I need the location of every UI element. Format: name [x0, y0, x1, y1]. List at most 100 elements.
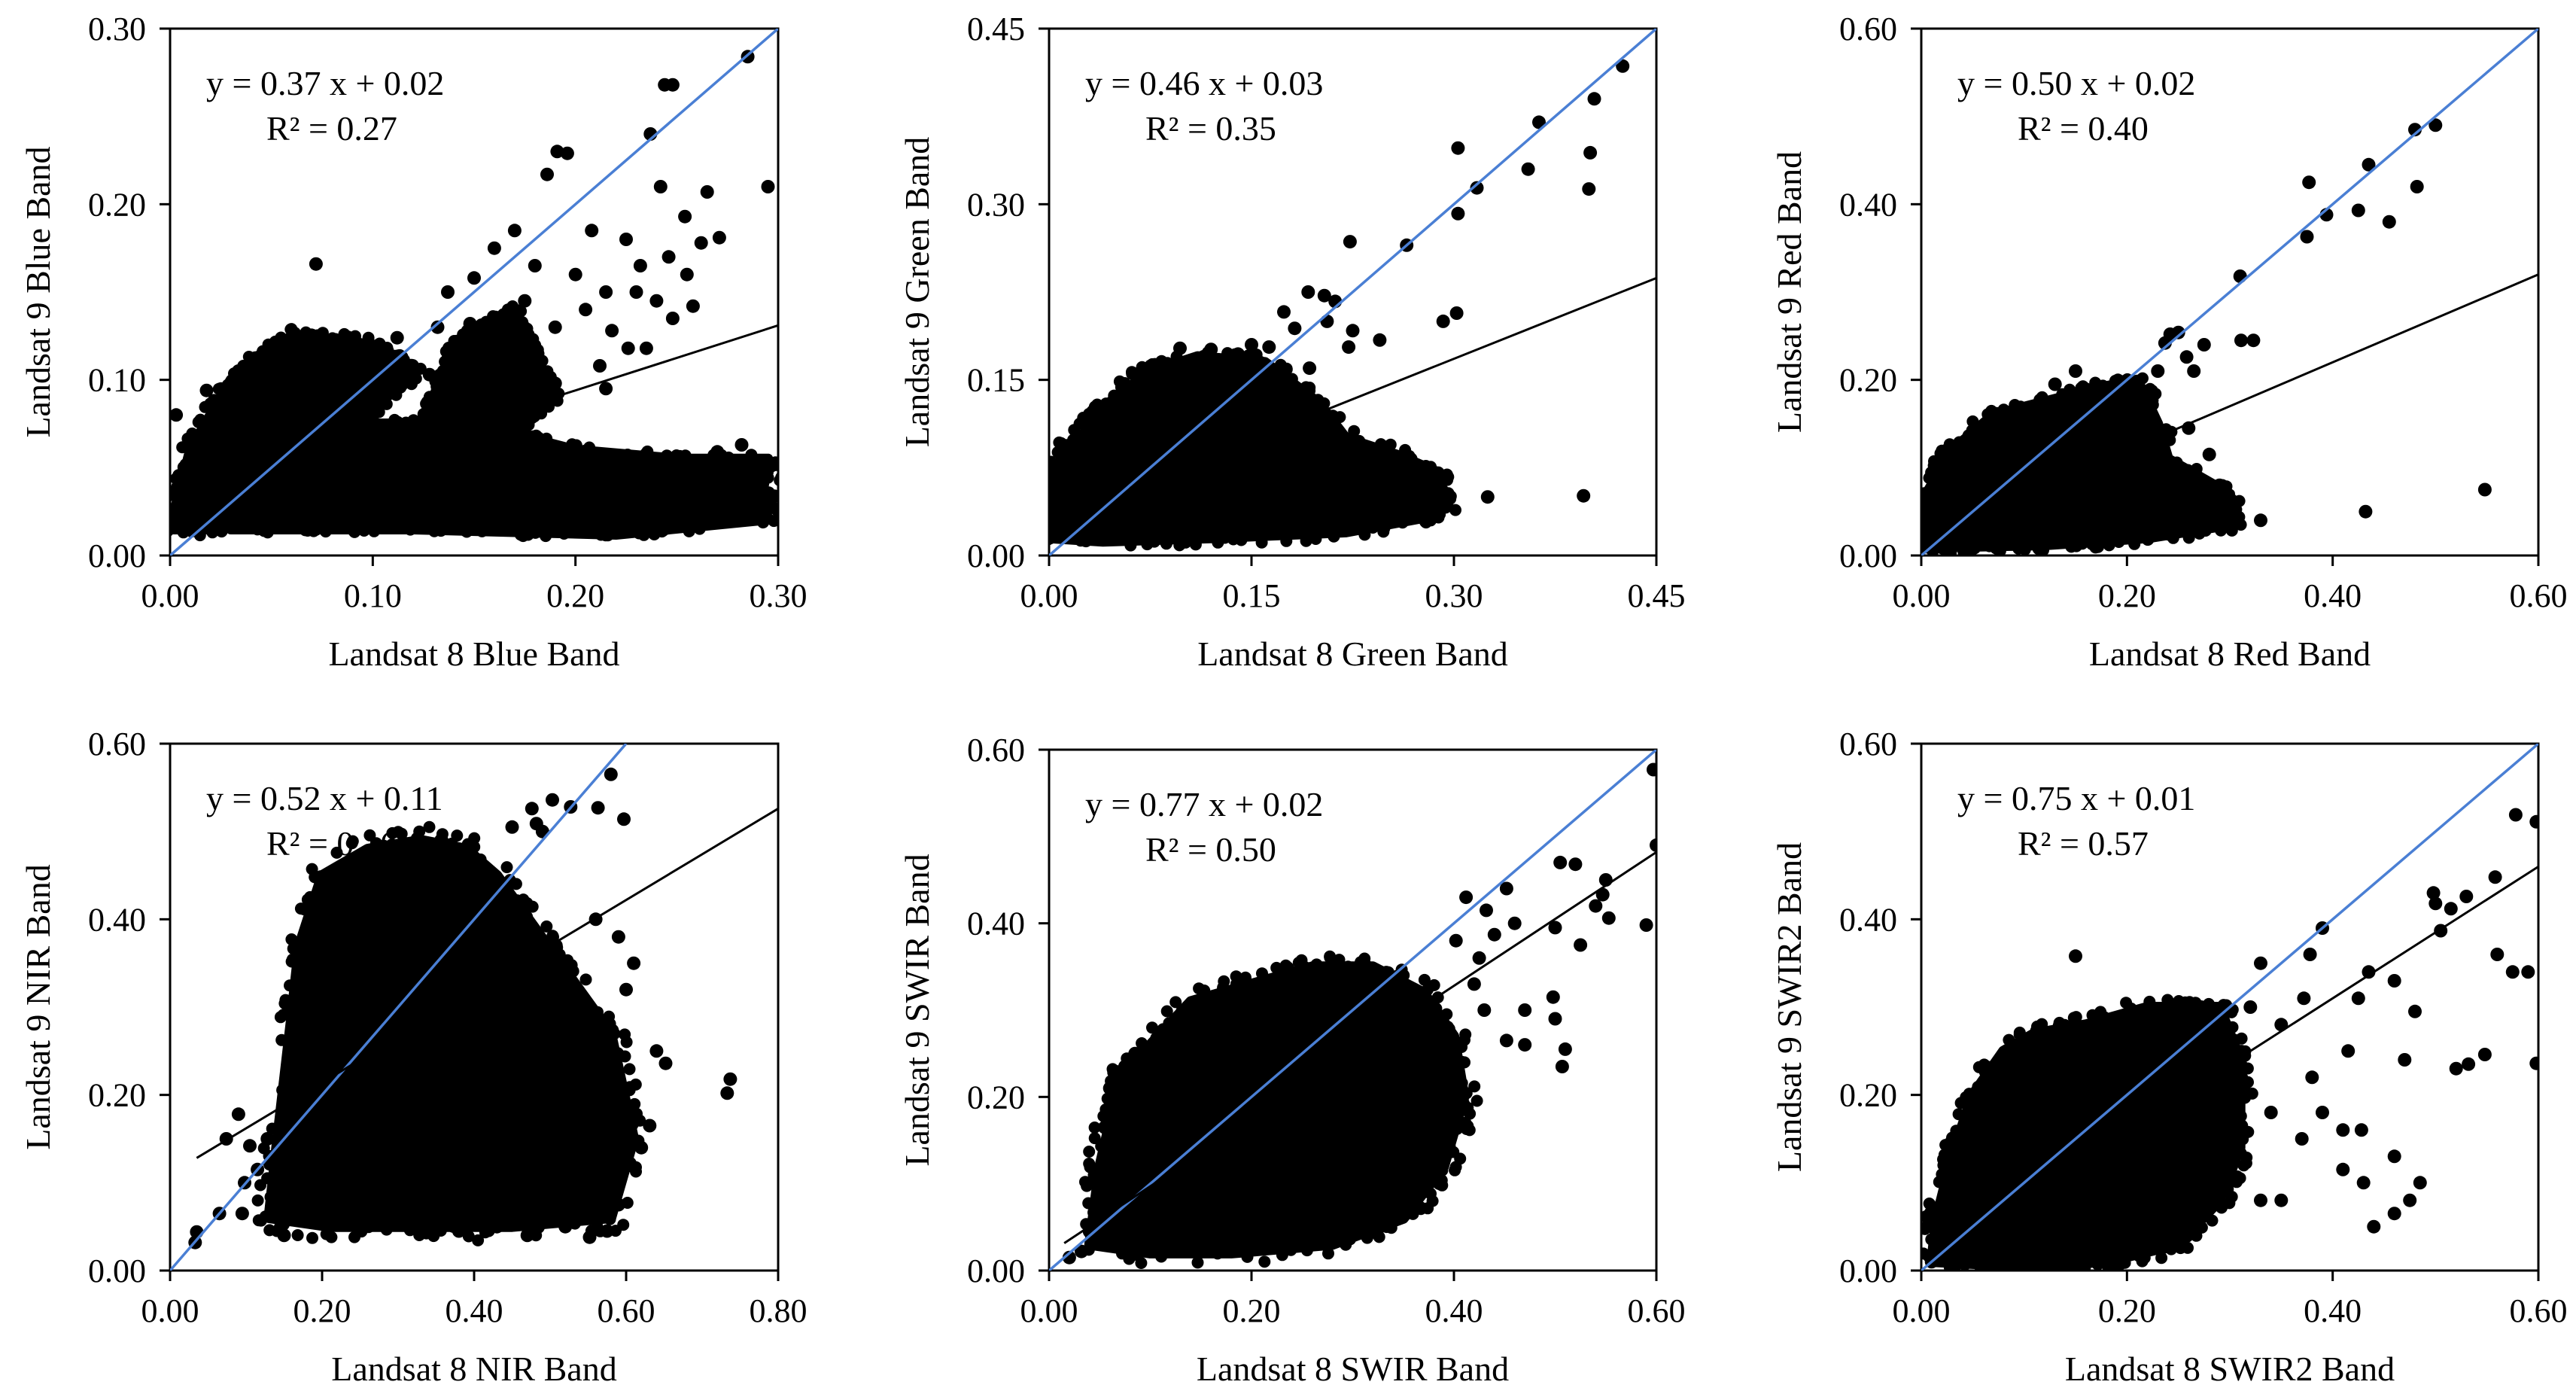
data-point: [436, 364, 449, 377]
data-point: [522, 328, 535, 341]
data-point: [1142, 361, 1154, 374]
r-squared: R² = 0.50: [1145, 830, 1276, 869]
data-point: [2233, 269, 2247, 283]
data-point: [177, 526, 190, 539]
data-point: [1343, 235, 1357, 249]
data-point: [591, 801, 605, 815]
data-point: [2030, 1261, 2043, 1271]
y-tick-label: 0.20: [88, 186, 146, 223]
data-point: [276, 469, 289, 482]
data-point: [1449, 1164, 1461, 1176]
data-point: [1430, 1002, 1443, 1015]
data-point: [2521, 965, 2535, 979]
regression-line: [1130, 276, 1656, 489]
data-point: [529, 817, 543, 831]
y-axis-label: Landsat 9 SWIR2 Band: [1770, 842, 1808, 1172]
data-point: [619, 233, 633, 246]
data-point: [362, 331, 375, 344]
data-point: [1204, 342, 1218, 357]
data-point: [1099, 397, 1112, 410]
data-point: [2069, 949, 2082, 963]
data-point: [1432, 466, 1445, 479]
data-point: [264, 478, 277, 490]
data-point: [467, 271, 481, 285]
y-tick-label: 0.20: [967, 1079, 1025, 1115]
data-point: [1441, 473, 1454, 486]
data-point: [382, 344, 394, 357]
data-point: [171, 480, 184, 493]
data-point: [517, 893, 530, 906]
data-point: [693, 522, 706, 535]
x-tick-label: 0.60: [2510, 577, 2568, 614]
data-point: [2264, 1106, 2278, 1119]
data-point: [2179, 350, 2194, 364]
data-point: [2236, 1119, 2249, 1132]
data-point: [2091, 1258, 2104, 1271]
data-point: [373, 406, 385, 418]
y-tick-label: 0.20: [1839, 1077, 1897, 1114]
data-point: [390, 388, 403, 401]
data-point: [357, 525, 370, 537]
data-point: [2056, 388, 2069, 400]
data-point: [1373, 333, 1387, 347]
data-point: [285, 933, 298, 945]
data-point: [600, 1224, 614, 1238]
data-point: [2144, 387, 2157, 400]
data-point: [412, 422, 424, 435]
data-point: [418, 409, 430, 422]
data-point: [628, 1097, 641, 1110]
data-point: [1954, 1097, 1967, 1109]
x-tick-label: 0.20: [546, 577, 604, 614]
x-tick-label: 0.30: [750, 577, 807, 614]
data-point: [2220, 1184, 2233, 1197]
data-point: [2240, 1085, 2252, 1098]
y-tick-label: 0.60: [1839, 11, 1897, 47]
data-point: [1601, 911, 1616, 925]
data-point: [276, 1084, 289, 1097]
data-point: [1367, 522, 1379, 534]
data-point: [2408, 1004, 2422, 1018]
data-point: [1346, 324, 1360, 338]
data-point: [263, 488, 275, 501]
data-point: [489, 310, 502, 323]
one-to-one-line: [1921, 744, 2538, 1271]
data-point: [1049, 455, 1057, 468]
data-point: [2213, 478, 2227, 492]
data-point: [436, 828, 449, 841]
data-point: [528, 259, 542, 272]
data-point: [1381, 440, 1394, 453]
data-point: [2013, 1028, 2026, 1041]
data-point: [1245, 338, 1258, 352]
regression-equation: y = 0.77 x + 0.02: [1085, 785, 1323, 823]
data-point: [2086, 1009, 2099, 1021]
data-point: [670, 449, 683, 461]
data-point: [1075, 1244, 1088, 1259]
data-point: [763, 502, 776, 515]
data-point: [540, 530, 552, 543]
data-point: [2459, 890, 2474, 903]
data-point: [2351, 991, 2365, 1006]
data-point: [548, 376, 562, 391]
data-point: [1276, 1249, 1288, 1262]
data-point: [2529, 1056, 2538, 1070]
data-point: [621, 341, 635, 355]
data-point: [1280, 534, 1293, 547]
data-point: [1434, 490, 1448, 504]
x-tick-label: 0.80: [750, 1292, 807, 1329]
data-point: [459, 525, 472, 537]
data-point: [623, 1063, 636, 1076]
data-point: [2076, 380, 2089, 393]
data-point: [558, 1219, 573, 1234]
data-point: [1507, 916, 1522, 930]
data-point: [1143, 1039, 1157, 1054]
r-squared: R² = 0.35: [1145, 109, 1276, 148]
data-point: [2033, 394, 2046, 406]
data-point: [386, 838, 398, 851]
data-point: [519, 422, 532, 434]
data-point: [1342, 340, 1356, 355]
data-point: [1124, 539, 1137, 552]
data-point: [1099, 1103, 1112, 1115]
data-point: [2167, 531, 2179, 544]
data-point: [1460, 1087, 1473, 1100]
